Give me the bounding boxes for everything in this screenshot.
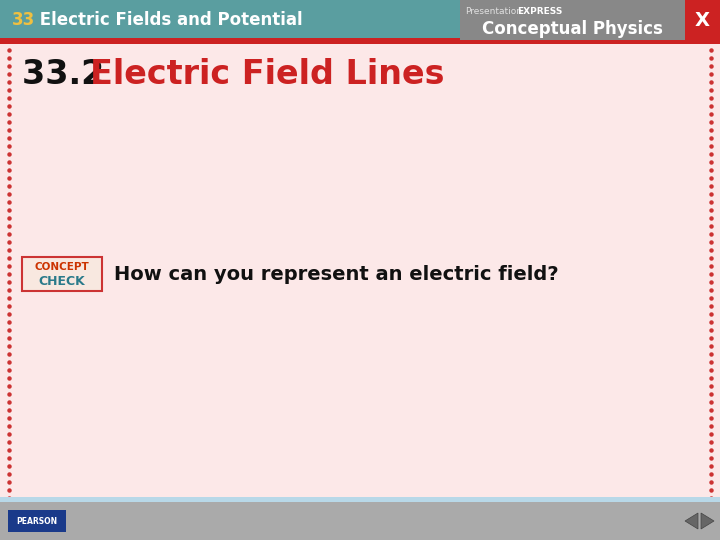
FancyBboxPatch shape [0,0,720,40]
Polygon shape [701,513,714,529]
Text: 33: 33 [12,11,35,29]
Text: 33.2: 33.2 [22,58,116,91]
FancyBboxPatch shape [460,0,685,40]
Polygon shape [685,513,698,529]
FancyBboxPatch shape [0,502,720,540]
FancyBboxPatch shape [22,257,102,291]
Text: Presentation: Presentation [465,8,522,17]
Text: Conceptual Physics: Conceptual Physics [482,20,662,38]
FancyBboxPatch shape [8,510,66,532]
Text: EXPRESS: EXPRESS [517,8,562,17]
Text: Electric Field Lines: Electric Field Lines [90,58,444,91]
Text: X: X [695,10,709,30]
FancyBboxPatch shape [0,38,720,44]
Text: Electric Fields and Potential: Electric Fields and Potential [34,11,302,29]
FancyBboxPatch shape [685,0,720,40]
Text: CHECK: CHECK [39,275,86,288]
Text: How can you represent an electric field?: How can you represent an electric field? [114,265,559,284]
Text: CONCEPT: CONCEPT [35,262,89,272]
FancyBboxPatch shape [0,497,720,502]
Text: PEARSON: PEARSON [17,516,58,525]
